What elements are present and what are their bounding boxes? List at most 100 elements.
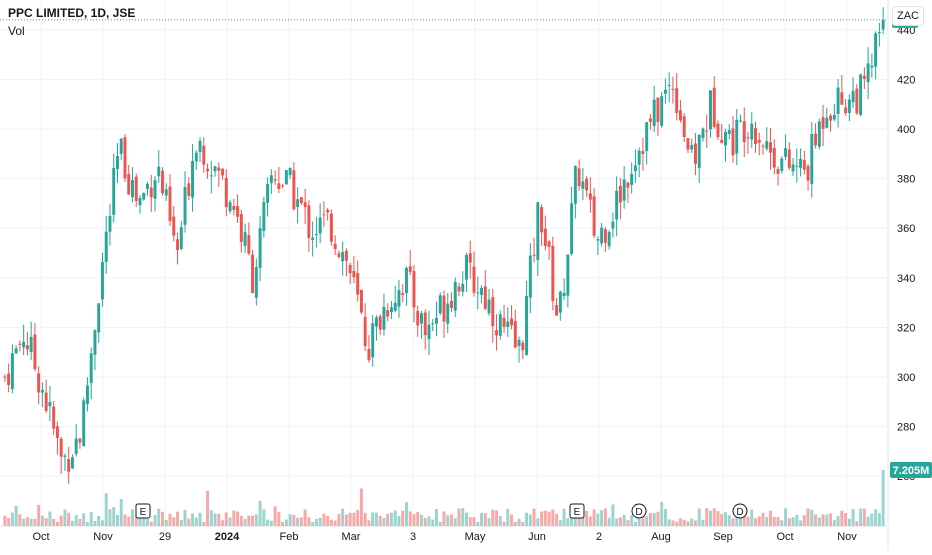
candle-body	[10, 353, 14, 390]
volume-bar	[528, 514, 532, 526]
candle-body	[720, 139, 724, 144]
volume-bar	[476, 521, 480, 526]
candle-body	[506, 321, 510, 327]
volume-bar	[221, 520, 225, 526]
candle-body	[596, 239, 600, 241]
earnings-marker[interactable]: E	[135, 503, 151, 519]
candle-body	[701, 128, 705, 139]
candle-body	[266, 184, 270, 203]
candle-body	[217, 167, 221, 171]
earnings-marker[interactable]: E	[569, 503, 585, 519]
candle-body	[724, 132, 727, 146]
candle-body	[536, 202, 540, 260]
volume-bar	[408, 511, 412, 526]
candle-body	[540, 207, 544, 233]
volume-indicator-label: Vol	[8, 24, 25, 38]
candle-body	[678, 110, 682, 121]
candle-body	[40, 389, 44, 393]
candle-body	[344, 250, 348, 261]
candle-body	[656, 97, 660, 122]
volume-bar	[288, 514, 292, 526]
candle-body	[416, 310, 420, 326]
candle-body	[228, 202, 232, 212]
candle-body	[412, 271, 416, 308]
volume-bar	[618, 517, 622, 526]
candle-body	[18, 343, 22, 345]
volume-bar	[363, 512, 367, 526]
candle-body	[821, 117, 825, 129]
candle-body	[630, 174, 634, 185]
candle-body	[100, 261, 104, 300]
candle-body	[435, 317, 438, 324]
dividend-marker[interactable]: D	[732, 503, 748, 519]
volume-bar	[93, 520, 97, 526]
candle-body	[14, 348, 18, 354]
candle-body	[483, 286, 487, 309]
candle-body	[862, 75, 866, 79]
candle-body	[247, 235, 251, 254]
volume-bar	[799, 520, 803, 526]
candle-body	[172, 216, 176, 236]
candle-body	[682, 116, 686, 138]
candle-body	[48, 401, 52, 407]
candle-body	[431, 323, 435, 325]
volume-bar	[746, 516, 750, 526]
volume-bar	[472, 517, 476, 526]
candle-body	[637, 150, 641, 165]
x-tick-label: Sep	[713, 531, 733, 543]
volume-bar	[311, 521, 315, 526]
volume-bar	[446, 515, 450, 526]
candle-body	[55, 426, 59, 439]
candle-body	[393, 302, 397, 311]
volume-bar	[596, 513, 600, 526]
volume-bar	[194, 517, 198, 526]
candle-body	[239, 213, 243, 242]
candle-body	[153, 180, 157, 199]
x-tick-label: 3	[410, 531, 416, 543]
candle-body	[465, 254, 468, 280]
currency-badge[interactable]: ZAC	[892, 6, 924, 26]
volume-bar	[442, 511, 446, 526]
x-tick-label: Feb	[280, 531, 299, 543]
volume-bar	[502, 521, 506, 526]
volume-bar	[63, 509, 67, 526]
candle-body	[461, 283, 465, 292]
volume-bar	[495, 510, 499, 526]
candle-body	[603, 229, 607, 243]
volume-bar	[780, 520, 784, 526]
candle-body	[513, 321, 517, 348]
volume-bar	[716, 511, 720, 526]
volume-bar	[562, 508, 566, 526]
volume-bar	[3, 515, 7, 526]
last-volume-tag	[890, 462, 932, 478]
candle-body	[277, 183, 281, 189]
volume-bar	[874, 509, 878, 526]
volume-bar	[344, 514, 348, 526]
candle-body	[450, 300, 453, 308]
y-tick-label: 420	[897, 74, 915, 86]
candle-body	[525, 296, 529, 355]
candle-body	[404, 267, 408, 294]
volume-bar	[648, 513, 652, 526]
volume-bar	[652, 513, 656, 526]
candle-body	[600, 227, 604, 244]
volume-bar	[626, 520, 630, 526]
dividend-marker[interactable]: D	[631, 503, 647, 519]
candle-body	[254, 267, 258, 298]
volume-bar	[224, 512, 228, 526]
candle-body	[686, 138, 690, 150]
candle-body	[555, 305, 559, 316]
candle-body	[446, 303, 450, 324]
volume-bar	[299, 517, 303, 526]
volume-bar	[123, 514, 127, 526]
volume-bar	[712, 508, 716, 526]
volume-bar	[179, 520, 183, 526]
volume-bar	[262, 509, 266, 526]
volume-bar	[401, 510, 405, 526]
candle-body	[562, 292, 566, 297]
volume-bar	[825, 514, 829, 526]
candle-body	[70, 457, 74, 469]
candle-body	[82, 400, 86, 447]
